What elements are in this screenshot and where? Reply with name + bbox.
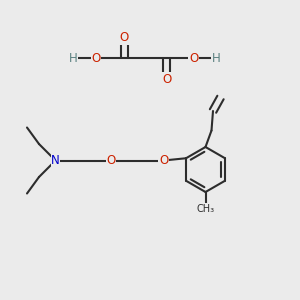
Text: O: O bbox=[159, 154, 168, 167]
Text: O: O bbox=[106, 154, 116, 167]
Text: O: O bbox=[162, 73, 171, 86]
Text: O: O bbox=[189, 52, 198, 65]
Text: N: N bbox=[51, 154, 60, 167]
Text: CH₃: CH₃ bbox=[196, 203, 214, 214]
Text: O: O bbox=[120, 31, 129, 44]
Text: H: H bbox=[212, 52, 220, 65]
Text: O: O bbox=[92, 52, 100, 65]
Text: H: H bbox=[69, 52, 78, 65]
